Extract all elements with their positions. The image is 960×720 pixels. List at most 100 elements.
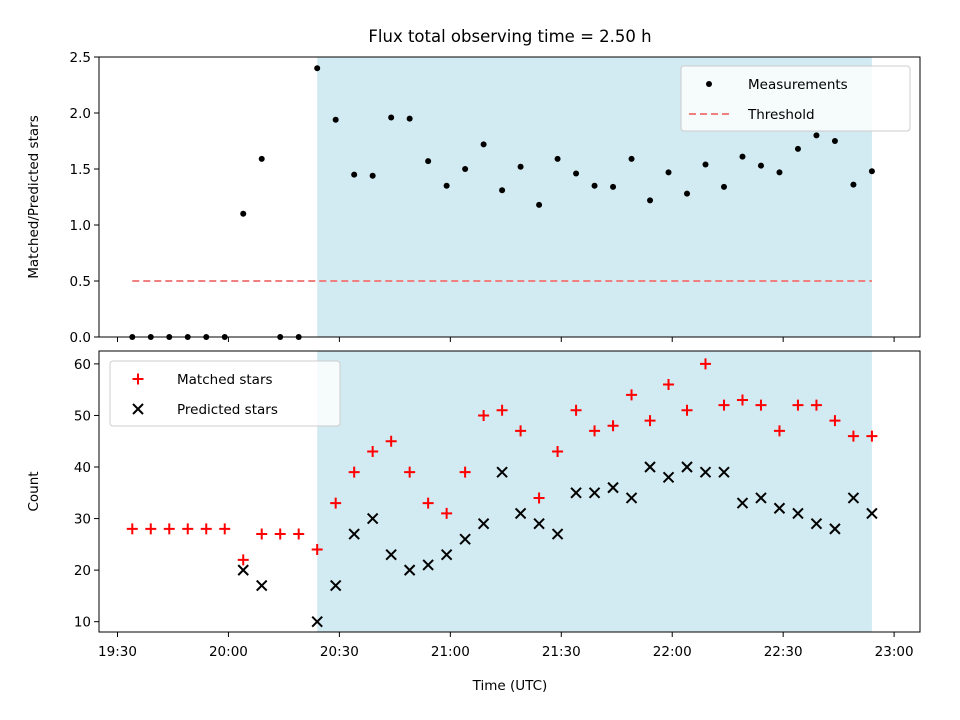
predicted-stars-point [755,492,767,504]
legend-swatch [706,81,712,87]
x-tick-label: 22:30 [764,644,803,660]
figure-title: Flux total observing time = 2.50 h [368,27,651,46]
y-tick-label: 20 [74,563,91,579]
matched-stars-point [663,379,675,391]
legend-label: Measurements [748,77,848,93]
predicted-stars-point [644,461,656,473]
measurements-point [610,183,617,190]
legend-label: Matched stars [177,372,273,388]
measurements-point [739,153,746,160]
matched-stars-point [718,399,730,411]
legend-box [680,65,911,132]
predicted-stars-point [422,559,434,571]
measurements-point [369,172,376,179]
predicted-stars-point [348,528,360,540]
measurements-point [665,169,672,176]
measurements-point [850,181,857,188]
panel-ratio: 0.0 0.5 1.0 1.5 2.0 2.5 Matched/Predicted star… [26,50,921,346]
x-tick-label: 22:00 [653,644,692,660]
measurements-point [720,183,727,190]
measurements-point [591,182,598,189]
predicted-stars-point [403,564,416,576]
y-tick-label: 1.0 [70,218,91,234]
legend-swatch [132,373,144,385]
predicted-stars-point [847,492,860,504]
matched-stars-point [829,415,841,427]
predicted-stars-point [459,533,471,545]
matched-stars-point [681,404,693,416]
legend: Matched stars Predicted stars [109,360,341,427]
predicted-stars-point [385,548,397,561]
measurements-point [647,197,654,204]
predicted-stars-point [736,497,749,509]
matched-stars-point [533,492,545,504]
predicted-stars-point [256,579,268,592]
panel-counts: 10 20 30 40 50 60 19:30 20:00 20:30 21:00 21:30 22:… [26,350,921,660]
matched-stars-point [367,446,379,458]
predicted-stars-point [533,518,545,530]
predicted-stars-point [773,502,786,514]
measurements-point [443,182,450,189]
matched-stars-point [792,399,804,411]
plot-frame [98,350,921,633]
matched-stars-point [607,420,619,432]
measurements-point [499,187,506,194]
y-tick-label: 2.0 [70,106,91,122]
measurements-point [462,166,469,172]
measurements-point [868,168,875,175]
matched-stars-point [496,404,508,416]
predicted-stars-point [366,512,379,525]
y-tick-label: 0.0 [70,330,91,346]
matched-stars-point [847,430,859,442]
y-tick-label: 0.5 [70,274,91,290]
x-axis-label: Time (UTC) [472,678,548,694]
predicted-stars-point [810,518,823,530]
matched-stars-point [256,528,268,540]
x-tick-label: 23:00 [875,644,914,660]
measurements-point [573,170,580,177]
predicted-stars-point [718,466,730,478]
y-axis-label: Matched/Predicted stars [26,115,42,278]
predicted-stars-point [662,471,675,484]
y-tick-label: 2.5 [70,50,91,66]
matched-stars-point [755,399,767,411]
plot-frame [98,56,921,338]
matched-stars-point [644,415,656,427]
matched-stars-point [570,404,582,416]
x-tick-label: 21:30 [542,644,581,660]
measurements-point [388,114,395,121]
matched-stars-point [163,523,175,535]
y-tick-label: 50 [74,408,91,424]
matched-stars-point [441,507,453,519]
matched-stars-point [478,409,490,421]
matched-stars-point [552,446,564,458]
legend: Measurements Threshold [680,65,911,132]
y-tick-label: 40 [74,460,91,476]
matched-stars-point [200,523,212,535]
matched-stars-point [274,528,286,540]
predicted-stars-point [237,564,249,576]
legend-box [109,360,341,427]
measurements-point [314,65,321,72]
measurements-point [332,116,339,123]
measurements-point [628,155,635,162]
legend-swatch [132,403,144,415]
predicted-stars-point [792,507,804,520]
measurements-point [240,210,247,217]
measurements-point [351,171,358,178]
matched-stars-point [145,523,157,535]
predicted-stars-point [829,523,841,535]
matched-stars-point [348,466,360,478]
y-tick-label: 10 [74,615,91,631]
predicted-stars-point [570,487,582,499]
measurements-point [831,138,838,144]
matched-stars-point [736,394,748,406]
y-tick-label: 30 [74,512,91,528]
matched-stars-point [773,425,785,437]
matched-stars-point [589,425,601,437]
matched-stars-point [219,523,231,535]
matched-stars-point [700,358,712,370]
matched-stars-point [810,399,822,411]
measurements-point [425,158,432,165]
